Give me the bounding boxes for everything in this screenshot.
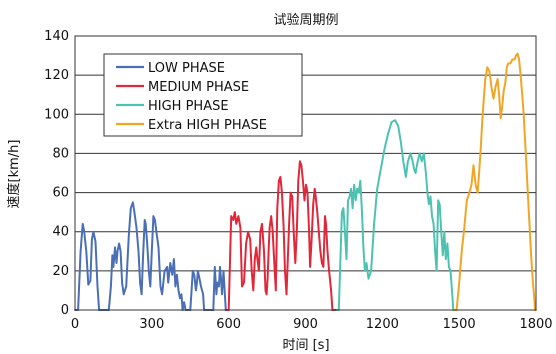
y-tick-label: 40 [52,225,69,240]
x-tick-label: 900 [293,317,318,332]
x-tick-label: 600 [216,317,241,332]
x-tick-label: 1800 [519,317,552,332]
series-line-4 [452,52,537,311]
legend-label: HIGH PHASE [148,99,229,114]
y-axis-title: 速度[km/h] [6,140,22,209]
x-tick-label: 0 [71,317,79,332]
y-tick-label: 140 [44,29,69,44]
y-tick-label: 0 [61,303,69,318]
series-line-3 [335,119,455,311]
plot-frame [74,35,537,311]
y-tick-label: 100 [44,107,69,122]
y-tick-label: 120 [44,68,69,83]
x-tick-label: 300 [139,317,164,332]
legend-label: MEDIUM PHASE [148,80,249,95]
y-tick-label: 20 [52,264,69,279]
y-tick-label: 60 [52,186,69,201]
legend-label: Extra HIGH PHASE [148,118,267,133]
chart-title: 试验周期例 [273,12,338,28]
y-tick-label: 80 [52,146,69,161]
legend: LOW PHASE MEDIUM PHASE HIGH PHASE Extra HIG… [103,53,303,137]
legend-label: LOW PHASE [148,61,225,76]
series-line-1 [74,201,227,311]
ticks: 0 20 40 60 80 100 120 140 0 300 600 900 1200 1500 1800 [44,29,552,332]
series-line-2 [224,160,338,311]
x-tick-label: 1200 [366,317,399,332]
x-axis-title: 时间 [s] [282,338,329,353]
x-tick-label: 1500 [443,317,476,332]
